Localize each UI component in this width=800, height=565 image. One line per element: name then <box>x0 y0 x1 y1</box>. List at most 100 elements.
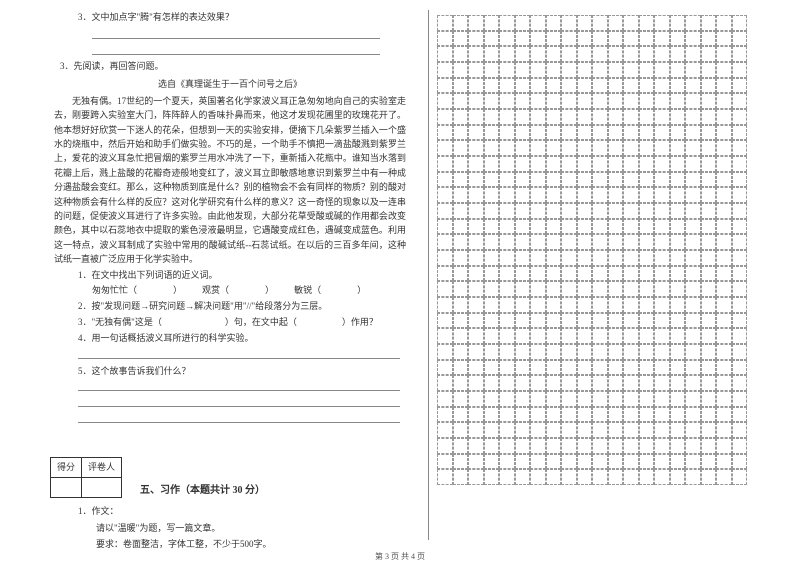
grid-cell <box>499 187 515 203</box>
grid-cell <box>484 391 500 407</box>
grid-cell <box>577 266 593 282</box>
grid-cell <box>685 78 701 94</box>
grid-cell <box>484 297 500 313</box>
grid-cell <box>623 250 639 266</box>
grid-cell <box>592 219 608 235</box>
grid-cell <box>546 234 562 250</box>
grid-cell <box>639 187 655 203</box>
grid-cell <box>484 375 500 391</box>
grid-cell <box>484 407 500 423</box>
grid-cell <box>608 266 624 282</box>
grid-cell <box>654 31 670 47</box>
grid-cell <box>654 203 670 219</box>
grid-cell <box>530 62 546 78</box>
grid-cell <box>639 15 655 31</box>
grid-cell <box>701 313 717 329</box>
essay-line-3: 要求：卷面整洁，字体工整，不少于500字。 <box>78 536 410 552</box>
grid-cell <box>546 313 562 329</box>
grid-cell <box>623 203 639 219</box>
grid-cell <box>623 422 639 438</box>
grid-cell <box>577 422 593 438</box>
grid-cell <box>654 78 670 94</box>
grid-cell <box>561 187 577 203</box>
grid-cell <box>685 328 701 344</box>
grid-cell <box>608 125 624 141</box>
grid-cell <box>639 469 655 485</box>
grid-cell <box>468 140 484 156</box>
grid-cell <box>732 360 748 376</box>
grid-cell <box>654 344 670 360</box>
grid-cell <box>670 62 686 78</box>
grid-cell <box>592 281 608 297</box>
grid-cell <box>716 375 732 391</box>
grid-cell <box>437 156 453 172</box>
grid-cell <box>484 469 500 485</box>
grid-cell <box>437 328 453 344</box>
grid-cell <box>453 454 469 470</box>
grid-cell <box>670 109 686 125</box>
grid-cell <box>685 125 701 141</box>
grid-cell <box>577 31 593 47</box>
grid-cell <box>530 297 546 313</box>
grid-cell <box>515 62 531 78</box>
grid-cell <box>453 125 469 141</box>
grid-cell <box>732 313 748 329</box>
grid-cell <box>468 281 484 297</box>
grid-cell <box>639 328 655 344</box>
grid-cell <box>546 187 562 203</box>
grid-cell <box>701 78 717 94</box>
grid-cell <box>654 250 670 266</box>
grid-cell <box>701 281 717 297</box>
grid-cell <box>499 46 515 62</box>
grid-cell <box>484 234 500 250</box>
grid-cell <box>577 172 593 188</box>
grid-cell <box>623 31 639 47</box>
grid-cell <box>437 454 453 470</box>
grid-cell <box>530 313 546 329</box>
grid-cell <box>639 78 655 94</box>
grid-cell <box>530 172 546 188</box>
grid-cell <box>484 454 500 470</box>
grid-cell <box>515 360 531 376</box>
grid-cell <box>453 203 469 219</box>
grid-cell <box>670 78 686 94</box>
blank-item: 观赏（ ） <box>202 283 274 298</box>
question-3-4: 4．用一句话概括波义耳所进行的科学实验。 <box>50 330 410 346</box>
grid-cell <box>685 375 701 391</box>
grid-cell <box>685 469 701 485</box>
grid-cell <box>701 360 717 376</box>
passage-body: 无独有偶。17世纪的一个夏天，英国著名化学家波义耳正急匆匆地向自己的实验室走去，… <box>50 94 410 267</box>
grid-cell <box>546 328 562 344</box>
grid-cell <box>499 391 515 407</box>
grid-cell <box>732 454 748 470</box>
grid-cell <box>608 62 624 78</box>
grid-cell <box>515 156 531 172</box>
grid-cell <box>592 125 608 141</box>
grid-cell <box>639 219 655 235</box>
grid-cell <box>453 93 469 109</box>
grid-cell <box>608 438 624 454</box>
grid-cell <box>639 297 655 313</box>
grid-cell <box>561 62 577 78</box>
grid-cell <box>654 109 670 125</box>
grid-cell <box>468 15 484 31</box>
grid-cell <box>515 234 531 250</box>
grid-cell <box>577 344 593 360</box>
grid-cell <box>468 375 484 391</box>
grid-cell <box>732 328 748 344</box>
grid-cell <box>484 344 500 360</box>
grid-cell <box>623 266 639 282</box>
grid-cell <box>437 234 453 250</box>
grid-cell <box>546 15 562 31</box>
grid-cell <box>701 15 717 31</box>
grid-cell <box>499 250 515 266</box>
grid-cell <box>670 328 686 344</box>
grid-cell <box>577 46 593 62</box>
grid-cell <box>515 328 531 344</box>
grid-cell <box>623 93 639 109</box>
grid-cell <box>623 344 639 360</box>
grid-cell <box>577 203 593 219</box>
grid-cell <box>484 313 500 329</box>
grid-cell <box>515 109 531 125</box>
grid-cell <box>561 172 577 188</box>
